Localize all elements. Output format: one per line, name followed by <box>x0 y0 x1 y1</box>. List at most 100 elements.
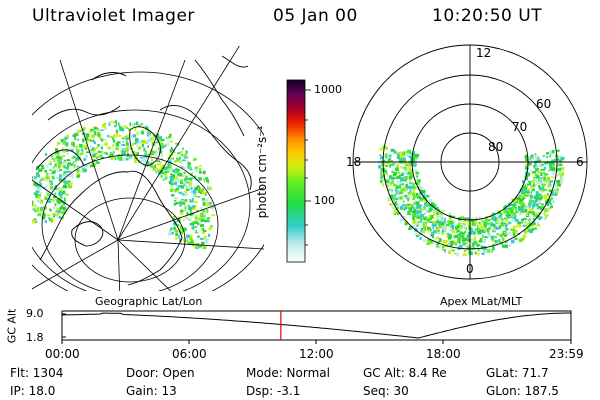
aurora-pixel <box>402 196 405 199</box>
aurora-pixel <box>548 189 552 192</box>
aurora-pixel <box>184 156 188 159</box>
aurora-pixel <box>170 173 173 176</box>
aurora-pixel <box>84 168 87 172</box>
aurora-pixel <box>195 215 198 218</box>
aurora-pixel <box>457 222 461 227</box>
aurora-pixel <box>211 214 216 217</box>
aurora-pixel <box>436 243 439 246</box>
aurora-pixel <box>415 235 419 238</box>
aurora-pixel <box>75 145 78 149</box>
aurora-pixel <box>530 185 533 188</box>
aurora-pixel <box>471 222 475 226</box>
aurora-pixel <box>497 221 501 224</box>
aurora-pixel <box>443 249 446 253</box>
aurora-pixel <box>462 223 465 226</box>
aurora-pixel <box>48 197 51 201</box>
aurora-pixel <box>108 122 111 126</box>
aurora-pixel <box>479 238 483 241</box>
aurora-pixel <box>528 201 533 204</box>
aurora-pixel <box>559 181 563 184</box>
aurora-pixel <box>407 211 411 214</box>
aurora-pixel <box>185 184 188 188</box>
aurora-pixel <box>409 156 412 159</box>
aurora-pixel <box>151 149 154 154</box>
aurora-pixel <box>44 169 47 173</box>
aurora-pixel <box>535 175 540 179</box>
aurora-pixel <box>402 156 406 158</box>
aurora-pixel <box>62 185 66 188</box>
aurora-pixel <box>182 218 185 222</box>
aurora-pixel <box>196 196 201 198</box>
aurora-pixel <box>182 147 184 150</box>
aurora-pixel <box>399 192 404 194</box>
aurora-pixel <box>56 162 60 165</box>
aurora-pixel <box>441 217 444 220</box>
aurora-pixel <box>503 231 508 234</box>
aurora-pixel <box>489 214 493 216</box>
aurora-pixel <box>434 209 439 212</box>
aurora-pixel <box>405 185 410 189</box>
aurora-pixel <box>520 202 525 206</box>
aurora-pixel <box>194 247 199 249</box>
aurora-pixel <box>194 186 198 191</box>
aurora-pixel <box>524 184 527 188</box>
aurora-pixel <box>548 151 553 155</box>
aurora-pixel <box>175 179 180 183</box>
aurora-pixel <box>535 181 540 185</box>
aurora-pixel <box>546 180 550 184</box>
aurora-pixel <box>527 180 532 183</box>
aurora-pixel <box>400 205 404 210</box>
aurora-pixel <box>416 182 419 186</box>
aurora-pixel <box>515 197 518 201</box>
aurora-pixel <box>404 171 408 174</box>
aurora-pixel <box>439 225 442 228</box>
aurora-pixel <box>561 167 565 171</box>
aurora-pixel <box>397 212 401 215</box>
aurora-pixel <box>400 183 404 186</box>
aurora-pixel <box>548 207 551 210</box>
aurora-pixel <box>35 194 39 198</box>
aurora-pixel <box>496 233 499 236</box>
aurora-pixel <box>50 218 53 222</box>
aurora-pixel <box>401 172 404 176</box>
aurora-pixel <box>443 228 447 232</box>
aurora-pixel <box>36 165 40 169</box>
aurora-pixel <box>418 235 422 237</box>
aurora-pixel <box>468 235 471 239</box>
geographic-map <box>32 46 264 291</box>
aurora-pixel <box>62 186 65 189</box>
aurora-pixel <box>195 209 199 212</box>
aurora-pixel <box>176 168 180 171</box>
aurora-pixel <box>200 224 205 227</box>
aurora-pixel <box>417 215 420 219</box>
aurora-pixel <box>167 166 170 169</box>
aurora-pixel <box>40 208 43 211</box>
aurora-pixel <box>491 249 494 253</box>
aurora-pixel <box>63 171 68 174</box>
aurora-pixel <box>546 155 549 158</box>
aurora-pixel <box>153 151 156 154</box>
aurora-pixel <box>466 217 471 220</box>
aurora-pixel <box>403 204 407 207</box>
aurora-pixel <box>93 141 96 145</box>
aurora-pixel <box>414 220 417 223</box>
aurora-pixel <box>88 149 92 152</box>
aurora-pixel <box>522 186 525 189</box>
aurora-pixel <box>65 150 69 153</box>
aurora-pixel <box>546 152 549 155</box>
aurora-pixel <box>466 234 470 239</box>
aurora-pixel <box>94 148 96 151</box>
aurora-pixel <box>104 142 108 146</box>
aurora-pixel <box>486 249 491 253</box>
aurora-pixel <box>449 247 452 251</box>
aurora-pixel <box>55 210 59 213</box>
aurora-pixel <box>43 195 48 198</box>
aurora-pixel <box>67 180 71 183</box>
aurora-pixel <box>550 161 553 165</box>
aurora-pixel <box>540 206 545 211</box>
aurora-pixel <box>55 169 58 171</box>
aurora-pixel <box>184 216 189 219</box>
aurora-pixel <box>408 227 411 230</box>
aurora-pixel <box>186 185 191 189</box>
aurora-pixel <box>550 191 554 196</box>
